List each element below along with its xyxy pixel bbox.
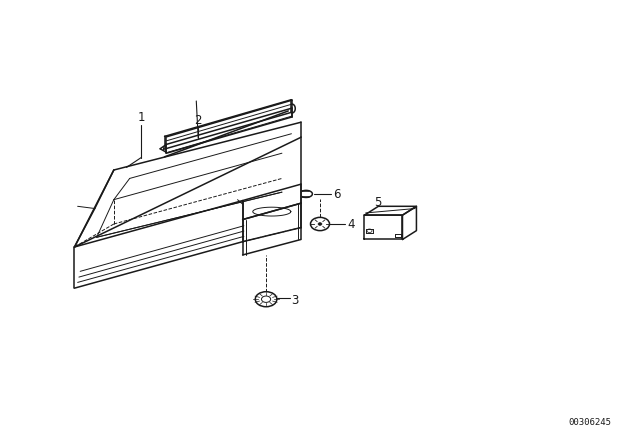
Text: 6: 6 bbox=[333, 188, 340, 201]
Text: 4: 4 bbox=[348, 218, 355, 231]
Circle shape bbox=[318, 223, 322, 225]
Text: 5: 5 bbox=[374, 195, 381, 208]
Text: 1: 1 bbox=[138, 111, 145, 124]
Text: 3: 3 bbox=[291, 293, 299, 306]
Text: 00306245: 00306245 bbox=[569, 418, 612, 426]
Text: 2: 2 bbox=[195, 114, 202, 127]
